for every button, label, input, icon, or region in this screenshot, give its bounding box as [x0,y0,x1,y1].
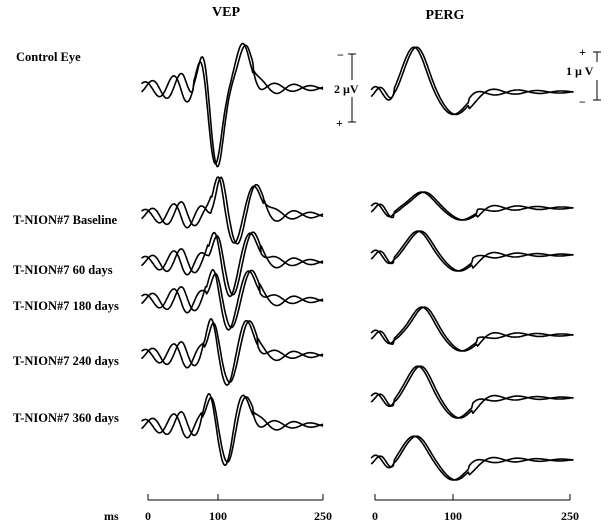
vep-trace-row-1-b [141,176,324,245]
perg-tick-label-100: 100 [444,509,462,523]
perg-trace-row-2-b [370,230,574,272]
vep-tick-label-250: 250 [314,509,332,523]
perg-trace-row-3-a [370,306,574,352]
row-label-240-days: T-NION#7 240 days [13,354,119,368]
vep-cal-label: 2 µV [334,82,359,96]
vep-trace-row-2-b [141,231,324,296]
row-label-360-days: T-NION#7 360 days [13,411,119,425]
perg-trace-row-1-b [370,191,574,221]
perg-cal-label: 1 µ V [566,64,594,78]
vep-cal-top-sign: − [337,48,344,62]
row-label-60-days: T-NION#7 60 days [13,263,113,277]
axis-ticks: 0 100 250 0 100 250 [145,494,579,523]
vep-trace-row-5-a [140,393,324,466]
perg-trace-row-2-a [370,230,574,272]
perg-tick-label-250: 250 [561,509,579,523]
vep-trace-row-5-b [141,396,324,463]
row-label-180-days: T-NION#7 180 days [13,299,119,313]
x-axis-unit-label: ms [104,509,119,523]
vep-trace-row-0-a [140,42,324,165]
vep-trace-row-1-a [140,176,324,244]
row-label-control-eye: Control Eye [16,50,81,64]
perg-cal-bottom-sign: − [579,95,586,109]
vep-trace-row-4-a [140,318,324,386]
vep-tick-label-0: 0 [145,509,151,523]
perg-trace-row-0-b [370,46,574,116]
waveform-traces [140,42,574,481]
row-label-baseline: T-NION#7 Baseline [13,213,118,227]
vep-column-title: VEP [212,5,240,20]
vep-trace-row-4-b [141,320,324,384]
vep-trace-row-0-b [140,44,324,168]
perg-trace-row-1-a [370,191,574,221]
vep-tick-label-100: 100 [209,509,227,523]
perg-trace-row-3-b [370,306,574,352]
perg-trace-row-4-a [370,365,574,419]
perg-tick-label-0: 0 [372,509,378,523]
perg-calibration-bar: + 1 µ V − [566,45,601,109]
vep-cal-bottom-sign: + [336,116,343,130]
vep-trace-row-3-a [140,268,324,331]
perg-trace-row-5-a [370,435,574,481]
perg-column-title: PERG [426,8,465,23]
vep-trace-row-3-b [141,269,324,329]
perg-trace-row-0-a [370,46,574,116]
vep-calibration-bar: − 2 µV + [334,48,359,130]
perg-trace-row-4-b [370,365,574,419]
perg-trace-row-5-b [370,435,574,481]
perg-cal-top-sign: + [579,45,586,59]
